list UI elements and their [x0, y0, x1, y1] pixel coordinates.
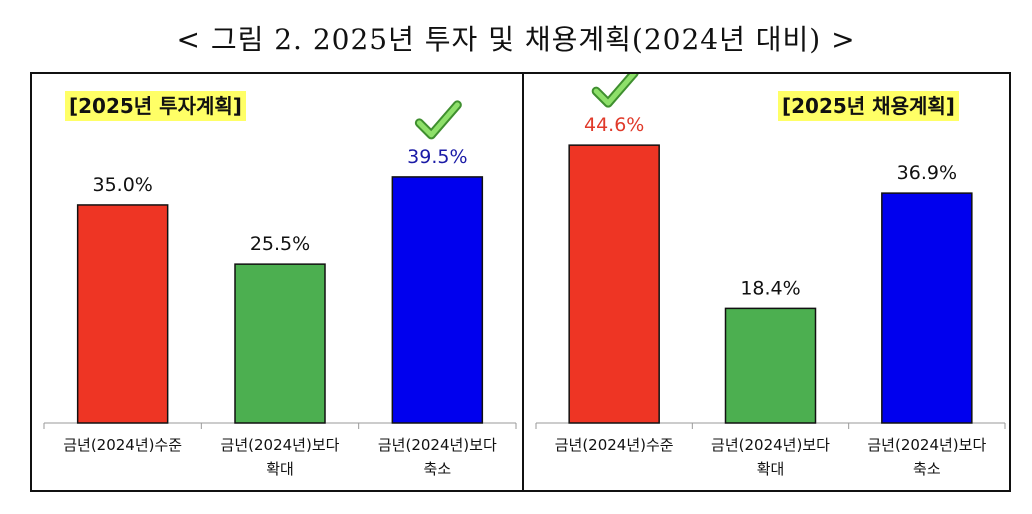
checkmark-icon	[591, 74, 639, 108]
bar	[234, 263, 326, 424]
category-label: 금년(2024년)보다	[711, 436, 830, 454]
category-label: 확대	[266, 460, 294, 478]
bar	[881, 192, 973, 424]
hiring-chart-title: [2025년 채용계획]	[778, 91, 959, 121]
bar	[391, 176, 484, 424]
category-label: 확대	[757, 460, 785, 478]
page-title: < 그림 2. 2025년 투자 및 채용계획(2024년 대비) >	[176, 23, 856, 56]
data-label: 44.6%	[584, 114, 644, 136]
data-label: 39.5%	[407, 146, 467, 168]
category-label: 금년(2024년)수준	[555, 436, 674, 454]
category-label: 금년(2024년)보다	[378, 436, 497, 454]
bar	[76, 204, 169, 424]
checkmark-icon	[414, 100, 462, 140]
category-label: 축소	[913, 460, 941, 478]
category-label: 금년(2024년)보다	[221, 436, 340, 454]
panel-divider	[522, 72, 524, 492]
category-label: 금년(2024년)수준	[63, 436, 182, 454]
category-label: 축소	[424, 460, 452, 478]
category-label: 금년(2024년)보다	[867, 436, 986, 454]
data-label: 18.4%	[740, 277, 800, 299]
investment-chart-title: [2025년 투자계획]	[65, 91, 246, 121]
bar	[724, 307, 817, 424]
chart-frame	[30, 72, 1011, 492]
data-label: 36.9%	[897, 162, 957, 184]
bar	[568, 144, 660, 424]
data-label: 35.0%	[92, 174, 152, 196]
data-label: 25.5%	[250, 233, 310, 255]
